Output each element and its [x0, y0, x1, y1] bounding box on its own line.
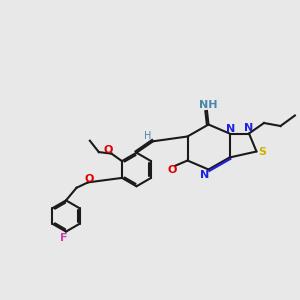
Text: NH: NH	[199, 100, 218, 110]
Text: O: O	[168, 165, 177, 175]
Text: H: H	[144, 131, 151, 141]
Text: N: N	[226, 124, 236, 134]
Text: O: O	[103, 145, 112, 155]
Text: O: O	[84, 174, 94, 184]
Text: F: F	[61, 233, 68, 243]
Text: N: N	[244, 123, 253, 134]
Text: N: N	[200, 170, 209, 181]
Text: S: S	[258, 147, 266, 157]
